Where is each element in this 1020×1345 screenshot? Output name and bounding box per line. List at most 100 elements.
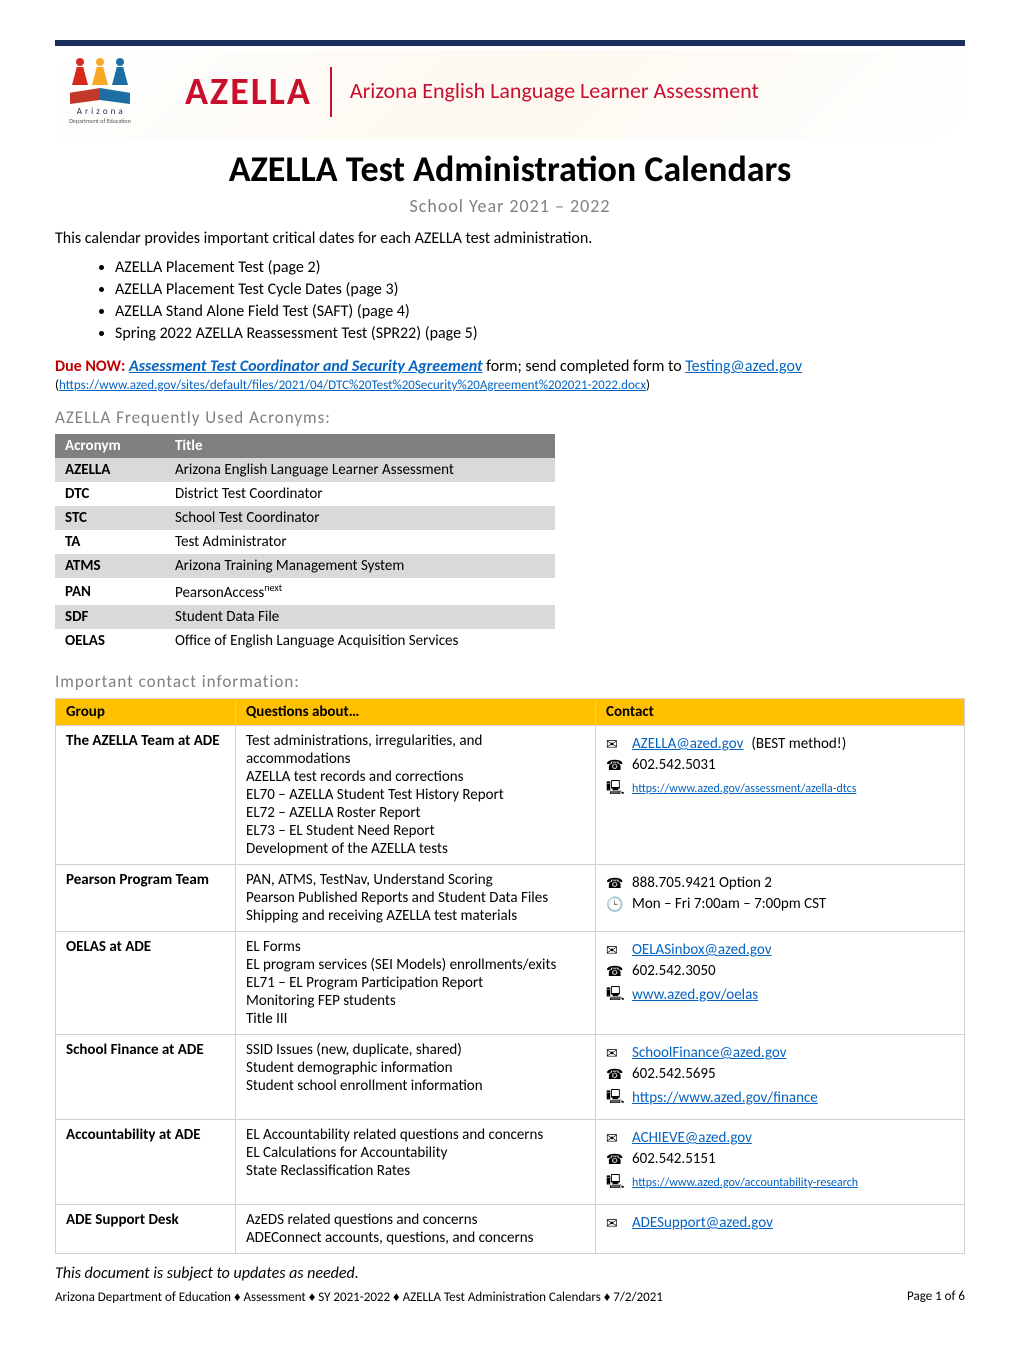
clock-value: Mon – Fri 7:00am – 7:00pm CST (632, 895, 826, 913)
page-footer: Arizona Department of Education ♦ Assess… (55, 1289, 965, 1305)
questions-cell: SSID Issues (new, duplicate, shared)Stud… (236, 1035, 596, 1120)
acronym-cell: TA (55, 530, 165, 554)
table-header-row: Group Questions about… Contact (56, 699, 965, 726)
email-icon: ✉ (606, 736, 624, 753)
disclaimer: This document is subject to updates as n… (55, 1264, 965, 1283)
question-line: EL72 – AZELLA Roster Report (246, 804, 585, 822)
email-link[interactable]: ACHIEVE@azed.gov (632, 1129, 752, 1147)
group-cell: Accountability at ADE (56, 1120, 236, 1205)
questions-cell: EL FormsEL program services (SEI Models)… (236, 932, 596, 1035)
phone-value: 602.542.5151 (632, 1150, 716, 1168)
group-cell: The AZELLA Team at ADE (56, 726, 236, 865)
toc-item: AZELLA Placement Test Cycle Dates (page … (115, 280, 965, 299)
contact-line: 🕒 Mon – Fri 7:00am – 7:00pm CST (606, 895, 954, 913)
contact-line: ✉SchoolFinance@azed.gov (606, 1044, 954, 1062)
security-agreement-url-link[interactable]: https://www.azed.gov/sites/default/files… (59, 378, 646, 393)
acronym-cell: STC (55, 506, 165, 530)
page-title: AZELLA Test Administration Calendars (55, 147, 965, 191)
phone-value: 602.542.5031 (632, 756, 716, 774)
contact-line: ☎ 602.542.5695 (606, 1065, 954, 1083)
toc-item: AZELLA Placement Test (page 2) (115, 258, 965, 277)
web-link[interactable]: https://www.azed.gov/finance (632, 1089, 818, 1107)
phone-icon: ☎ (606, 963, 624, 980)
title-cell: District Test Coordinator (165, 482, 555, 506)
clock-icon: 🕒 (606, 896, 624, 913)
col-title: Title (165, 434, 555, 458)
phone-icon: ☎ (606, 875, 624, 892)
acronym-cell: PAN (55, 578, 165, 605)
phone-icon: ☎ (606, 757, 624, 774)
azella-full-name: Arizona English Language Learner Assessm… (350, 78, 759, 104)
contact-cell: ✉ADESupport@azed.gov (596, 1205, 965, 1254)
col-contact: Contact (596, 699, 965, 726)
web-link[interactable]: https://www.azed.gov/assessment/azella-d… (632, 782, 856, 796)
phone-value: 602.542.5695 (632, 1065, 716, 1083)
col-group: Group (56, 699, 236, 726)
logo-dept-text: Department of Education (55, 117, 145, 125)
table-row: SDFStudent Data File (55, 605, 555, 629)
table-row: TATest Administrator (55, 530, 555, 554)
email-icon: ✉ (606, 1130, 624, 1147)
title-cell: Student Data File (165, 605, 555, 629)
table-row: DTCDistrict Test Coordinator (55, 482, 555, 506)
questions-cell: EL Accountability related questions and … (236, 1120, 596, 1205)
header-banner: A r i z o n a Department of Education AZ… (55, 50, 965, 139)
question-line: EL70 – AZELLA Student Test History Repor… (246, 786, 585, 804)
question-line: EL program services (SEI Models) enrollm… (246, 956, 585, 974)
web-link[interactable]: www.azed.gov/oelas (632, 986, 758, 1004)
contact-cell: ✉SchoolFinance@azed.gov☎602.542.5695🖳htt… (596, 1035, 965, 1120)
question-line: EL73 – EL Student Need Report (246, 822, 585, 840)
questions-cell: PAN, ATMS, TestNav, Understand ScoringPe… (236, 865, 596, 932)
email-link[interactable]: SchoolFinance@azed.gov (632, 1044, 787, 1062)
question-line: EL Calculations for Accountability (246, 1144, 585, 1162)
contact-line: 🖳https://www.azed.gov/assessment/azella-… (606, 777, 954, 801)
contact-cell: ✉OELASinbox@azed.gov☎602.542.3050🖳www.az… (596, 932, 965, 1035)
ade-logo: A r i z o n a Department of Education (55, 58, 145, 125)
security-agreement-link[interactable]: Assessment Test Coordinator and Security… (129, 357, 483, 376)
acronym-cell: ATMS (55, 554, 165, 578)
title-cell: Arizona Training Management System (165, 554, 555, 578)
due-now-line: Due NOW: Assessment Test Coordinator and… (55, 357, 965, 376)
question-line: Pearson Published Reports and Student Da… (246, 889, 585, 907)
question-line: AzEDS related questions and concerns (246, 1211, 585, 1229)
table-row: ADE Support Desk AzEDS related questions … (56, 1205, 965, 1254)
question-line: Test administrations, irregularities, an… (246, 732, 585, 768)
contact-line: ✉ADESupport@azed.gov (606, 1214, 954, 1232)
acronym-cell: AZELLA (55, 458, 165, 482)
testing-email-link[interactable]: Testing@azed.gov (685, 357, 802, 376)
acronyms-heading: AZELLA Frequently Used Acronyms: (55, 407, 965, 428)
footer-right: Page 1 of 6 (907, 1289, 965, 1305)
contact-cell: ✉ACHIEVE@azed.gov☎602.542.5151🖳https://w… (596, 1120, 965, 1205)
question-line: EL Forms (246, 938, 585, 956)
question-line: Student school enrollment information (246, 1077, 585, 1095)
toc-item: Spring 2022 AZELLA Reassessment Test (SP… (115, 324, 965, 343)
question-line: Student demographic information (246, 1059, 585, 1077)
intro-paragraph: This calendar provides important critica… (55, 229, 965, 248)
table-row: AZELLAArizona English Language Learner A… (55, 458, 555, 482)
question-line: EL Accountability related questions and … (246, 1126, 585, 1144)
contact-table: Group Questions about… Contact The AZELL… (55, 698, 965, 1254)
question-line: State Reclassification Rates (246, 1162, 585, 1180)
title-cell: School Test Coordinator (165, 506, 555, 530)
group-cell: ADE Support Desk (56, 1205, 236, 1254)
phone-icon: ☎ (606, 1066, 624, 1083)
email-link[interactable]: OELASinbox@azed.gov (632, 941, 772, 959)
web-icon: 🖳 (606, 983, 624, 1007)
col-acronym: Acronym (55, 434, 165, 458)
table-row: PANPearsonAccessnext (55, 578, 555, 605)
table-row: ATMSArizona Training Management System (55, 554, 555, 578)
email-link[interactable]: ADESupport@azed.gov (632, 1214, 773, 1232)
table-row: Pearson Program TeamPAN, ATMS, TestNav, … (56, 865, 965, 932)
contact-cell: ✉AZELLA@azed.gov (BEST method!)☎602.542.… (596, 726, 965, 865)
group-cell: School Finance at ADE (56, 1035, 236, 1120)
contact-line: 🖳 www.azed.gov/oelas (606, 983, 954, 1007)
web-link[interactable]: https://www.azed.gov/accountability-rese… (632, 1176, 858, 1190)
email-link[interactable]: AZELLA@azed.gov (632, 735, 743, 753)
table-row: STCSchool Test Coordinator (55, 506, 555, 530)
contact-line: ✉AZELLA@azed.gov (BEST method!) (606, 735, 954, 753)
acronym-cell: DTC (55, 482, 165, 506)
contact-line: ☎602.542.5151 (606, 1150, 954, 1168)
table-row: OELASOffice of English Language Acquisit… (55, 629, 555, 653)
question-line: AZELLA test records and corrections (246, 768, 585, 786)
question-line: Development of the AZELLA tests (246, 840, 585, 858)
